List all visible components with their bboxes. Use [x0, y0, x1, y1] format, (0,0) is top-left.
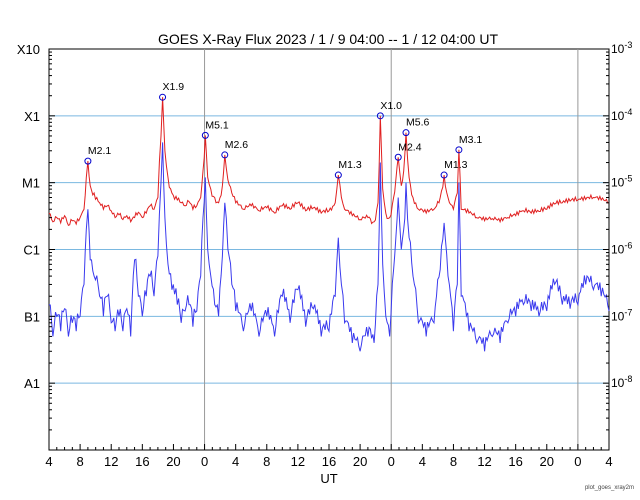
x-axis-label: UT — [320, 471, 337, 486]
flare-class-label: M1.3 — [338, 159, 362, 171]
flare-peak-marker — [201, 131, 209, 139]
x-axis-tick-labels: 4 8 12 16 20 0 4 8 12 16 20 0 4 8 12 16 20 0 4 — [45, 454, 612, 469]
left-axis-label: B1 — [24, 309, 40, 324]
flare-class-label: M2.4 — [398, 141, 422, 153]
flare-peak-marker — [221, 151, 229, 159]
right-axis-label: 10-7 — [611, 307, 632, 323]
x-tick-label: 12 — [104, 454, 118, 469]
flare-peak-marker — [334, 171, 342, 179]
x-tick-label: 4 — [605, 454, 612, 469]
x-tick-label: 8 — [263, 454, 270, 469]
right-axis-label: 10-6 — [611, 241, 632, 257]
x-tick-label: 0 — [388, 454, 395, 469]
long-channel-flux-line — [48, 97, 610, 226]
x-tick-label: 16 — [508, 454, 522, 469]
flare-peak-marker — [455, 146, 463, 154]
left-axis-class-labels: A1 B1 C1 M1 X1 X10 — [17, 42, 40, 391]
x-tick-label: 20 — [166, 454, 180, 469]
right-axis-label: 10-5 — [611, 174, 632, 190]
left-axis-label: C1 — [23, 243, 40, 258]
left-axis-label: X1 — [24, 109, 40, 124]
chart-title: GOES X-Ray Flux 2023 / 1 / 9 04:00 -- 1 … — [158, 31, 499, 47]
flare-peak-marker — [376, 112, 384, 120]
footer-credit: plot_goes_xray2m — [585, 485, 634, 491]
flare-class-label: M3.1 — [459, 134, 483, 146]
flare-class-label: X1.0 — [380, 100, 402, 112]
x-tick-label: 12 — [291, 454, 305, 469]
x-tick-label: 8 — [76, 454, 83, 469]
series-layer — [48, 97, 610, 352]
flare-peak-marker — [159, 93, 167, 101]
right-axis-flux-labels: 10-8 10-7 10-6 10-5 10-4 10-3 — [611, 40, 632, 390]
x-tick-label: 4 — [419, 454, 426, 469]
flare-peak-marker — [440, 171, 448, 179]
x-tick-label: 20 — [353, 454, 367, 469]
flare-class-label: M2.6 — [225, 139, 249, 151]
flare-class-label: M5.1 — [205, 119, 229, 131]
flare-class-label: X1.9 — [163, 81, 185, 93]
x-tick-label: 0 — [574, 454, 581, 469]
left-axis-label: M1 — [22, 176, 40, 191]
x-tick-label: 20 — [540, 454, 554, 469]
left-axis-label: X10 — [17, 42, 40, 57]
flare-annotations: M2.1 X1.9 M5.1 M2.6 M1.3 X1.0 M2.4 M5.6 M1.3 M3.1 — [84, 81, 483, 179]
right-axis-label: 10-3 — [611, 40, 632, 56]
flare-peak-marker — [402, 129, 410, 137]
flare-class-label: M5.6 — [406, 117, 430, 129]
flare-peak-marker — [394, 153, 402, 161]
x-tick-label: 4 — [232, 454, 239, 469]
right-axis-label: 10-4 — [611, 107, 632, 123]
flare-peak-marker — [84, 157, 92, 165]
left-axis-label: A1 — [24, 376, 40, 391]
x-tick-label: 8 — [450, 454, 457, 469]
flare-class-label: M2.1 — [88, 145, 112, 157]
x-tick-label: 16 — [322, 454, 336, 469]
flare-class-label: M1.3 — [444, 159, 468, 171]
x-tick-label: 4 — [45, 454, 52, 469]
x-tick-label: 12 — [477, 454, 491, 469]
x-tick-label: 16 — [135, 454, 149, 469]
axis-ticks — [48, 51, 610, 451]
right-axis-label: 10-8 — [611, 374, 632, 390]
x-tick-label: 0 — [201, 454, 208, 469]
short-channel-flux-line — [48, 142, 610, 352]
